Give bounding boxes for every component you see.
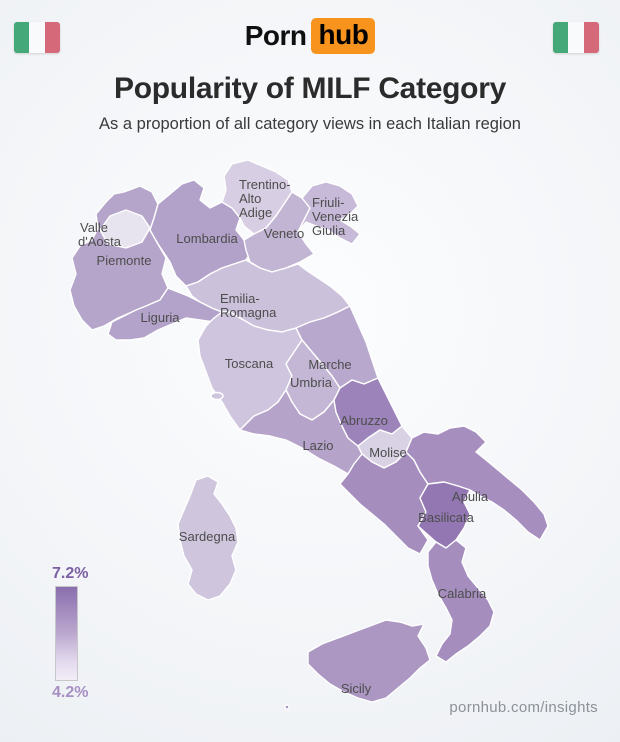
region-label-piemonte: Piemonte — [97, 253, 152, 268]
region-basilicata — [417, 481, 471, 549]
region-label-molise: Molise — [369, 445, 407, 460]
region-campania — [339, 451, 429, 555]
region-sicilia — [307, 619, 431, 703]
region-label-liguria: Liguria — [140, 310, 180, 325]
region-label-emilia-romagna: Emilia- — [220, 291, 260, 306]
region-label-lazio: Lazio — [302, 438, 333, 453]
region-label-umbria: Umbria — [290, 375, 333, 390]
region-label-trentino-alto-adige: Trentino- — [239, 177, 291, 192]
flag-red-stripe — [44, 22, 60, 53]
region-label-lombardia: Lombardia — [176, 231, 238, 246]
legend-gradient-bar — [55, 586, 78, 681]
region-label-valle-daosta: d'Aosta — [78, 234, 122, 249]
color-scale-legend: 7.2% 4.2% — [52, 565, 132, 702]
flag-green-stripe — [553, 22, 569, 53]
italy-flag-left — [14, 22, 60, 53]
region-liguria — [107, 287, 223, 341]
page-subtitle: As a proportion of all category views in… — [99, 115, 521, 133]
region-calabria — [427, 539, 495, 663]
pornhub-logo: Porn hub — [0, 18, 620, 54]
region-label-friuli-venezia-giulia: Friuli- — [312, 195, 345, 210]
legend-max-value: 7.2% — [52, 565, 89, 582]
island-pantelleria — [284, 704, 290, 710]
region-label-apulia: Apulia — [452, 489, 489, 504]
island-elba — [210, 391, 224, 401]
italy-flag-right — [553, 22, 599, 53]
region-label-emilia-romagna: Romagna — [220, 305, 277, 320]
region-label-marche: Marche — [308, 357, 351, 372]
region-label-trentino-alto-adige: Alto — [239, 191, 261, 206]
logo-porn-text: Porn — [244, 20, 307, 51]
flag-red-stripe — [583, 22, 599, 53]
region-sardegna — [177, 475, 239, 601]
region-label-abruzzo: Abruzzo — [340, 413, 388, 428]
logo-hub-badge: hub — [311, 18, 376, 54]
region-label-friuli-venezia-giulia: Giulia — [312, 223, 346, 238]
flag-green-stripe — [14, 22, 30, 53]
region-label-toscana: Toscana — [225, 356, 274, 371]
page-title: Popularity of MILF Category — [114, 72, 506, 105]
legend-min-value: 4.2% — [52, 684, 89, 701]
region-label-calabria: Calabria — [438, 586, 487, 601]
region-label-sicilia: Sicily — [341, 681, 372, 696]
flag-white-stripe — [568, 22, 584, 53]
region-label-friuli-venezia-giulia: Venezia — [312, 209, 359, 224]
region-label-sardegna: Sardegna — [179, 529, 236, 544]
flag-white-stripe — [29, 22, 45, 53]
region-label-basilicata: Basilicata — [418, 510, 474, 525]
region-label-valle-daosta: Valle — [80, 220, 108, 235]
footer-url: pornhub.com/insights — [449, 699, 598, 716]
region-friuli-venezia-giulia — [297, 181, 361, 245]
region-label-veneto: Veneto — [264, 226, 305, 241]
region-label-trentino-alto-adige: Adige — [239, 205, 272, 220]
